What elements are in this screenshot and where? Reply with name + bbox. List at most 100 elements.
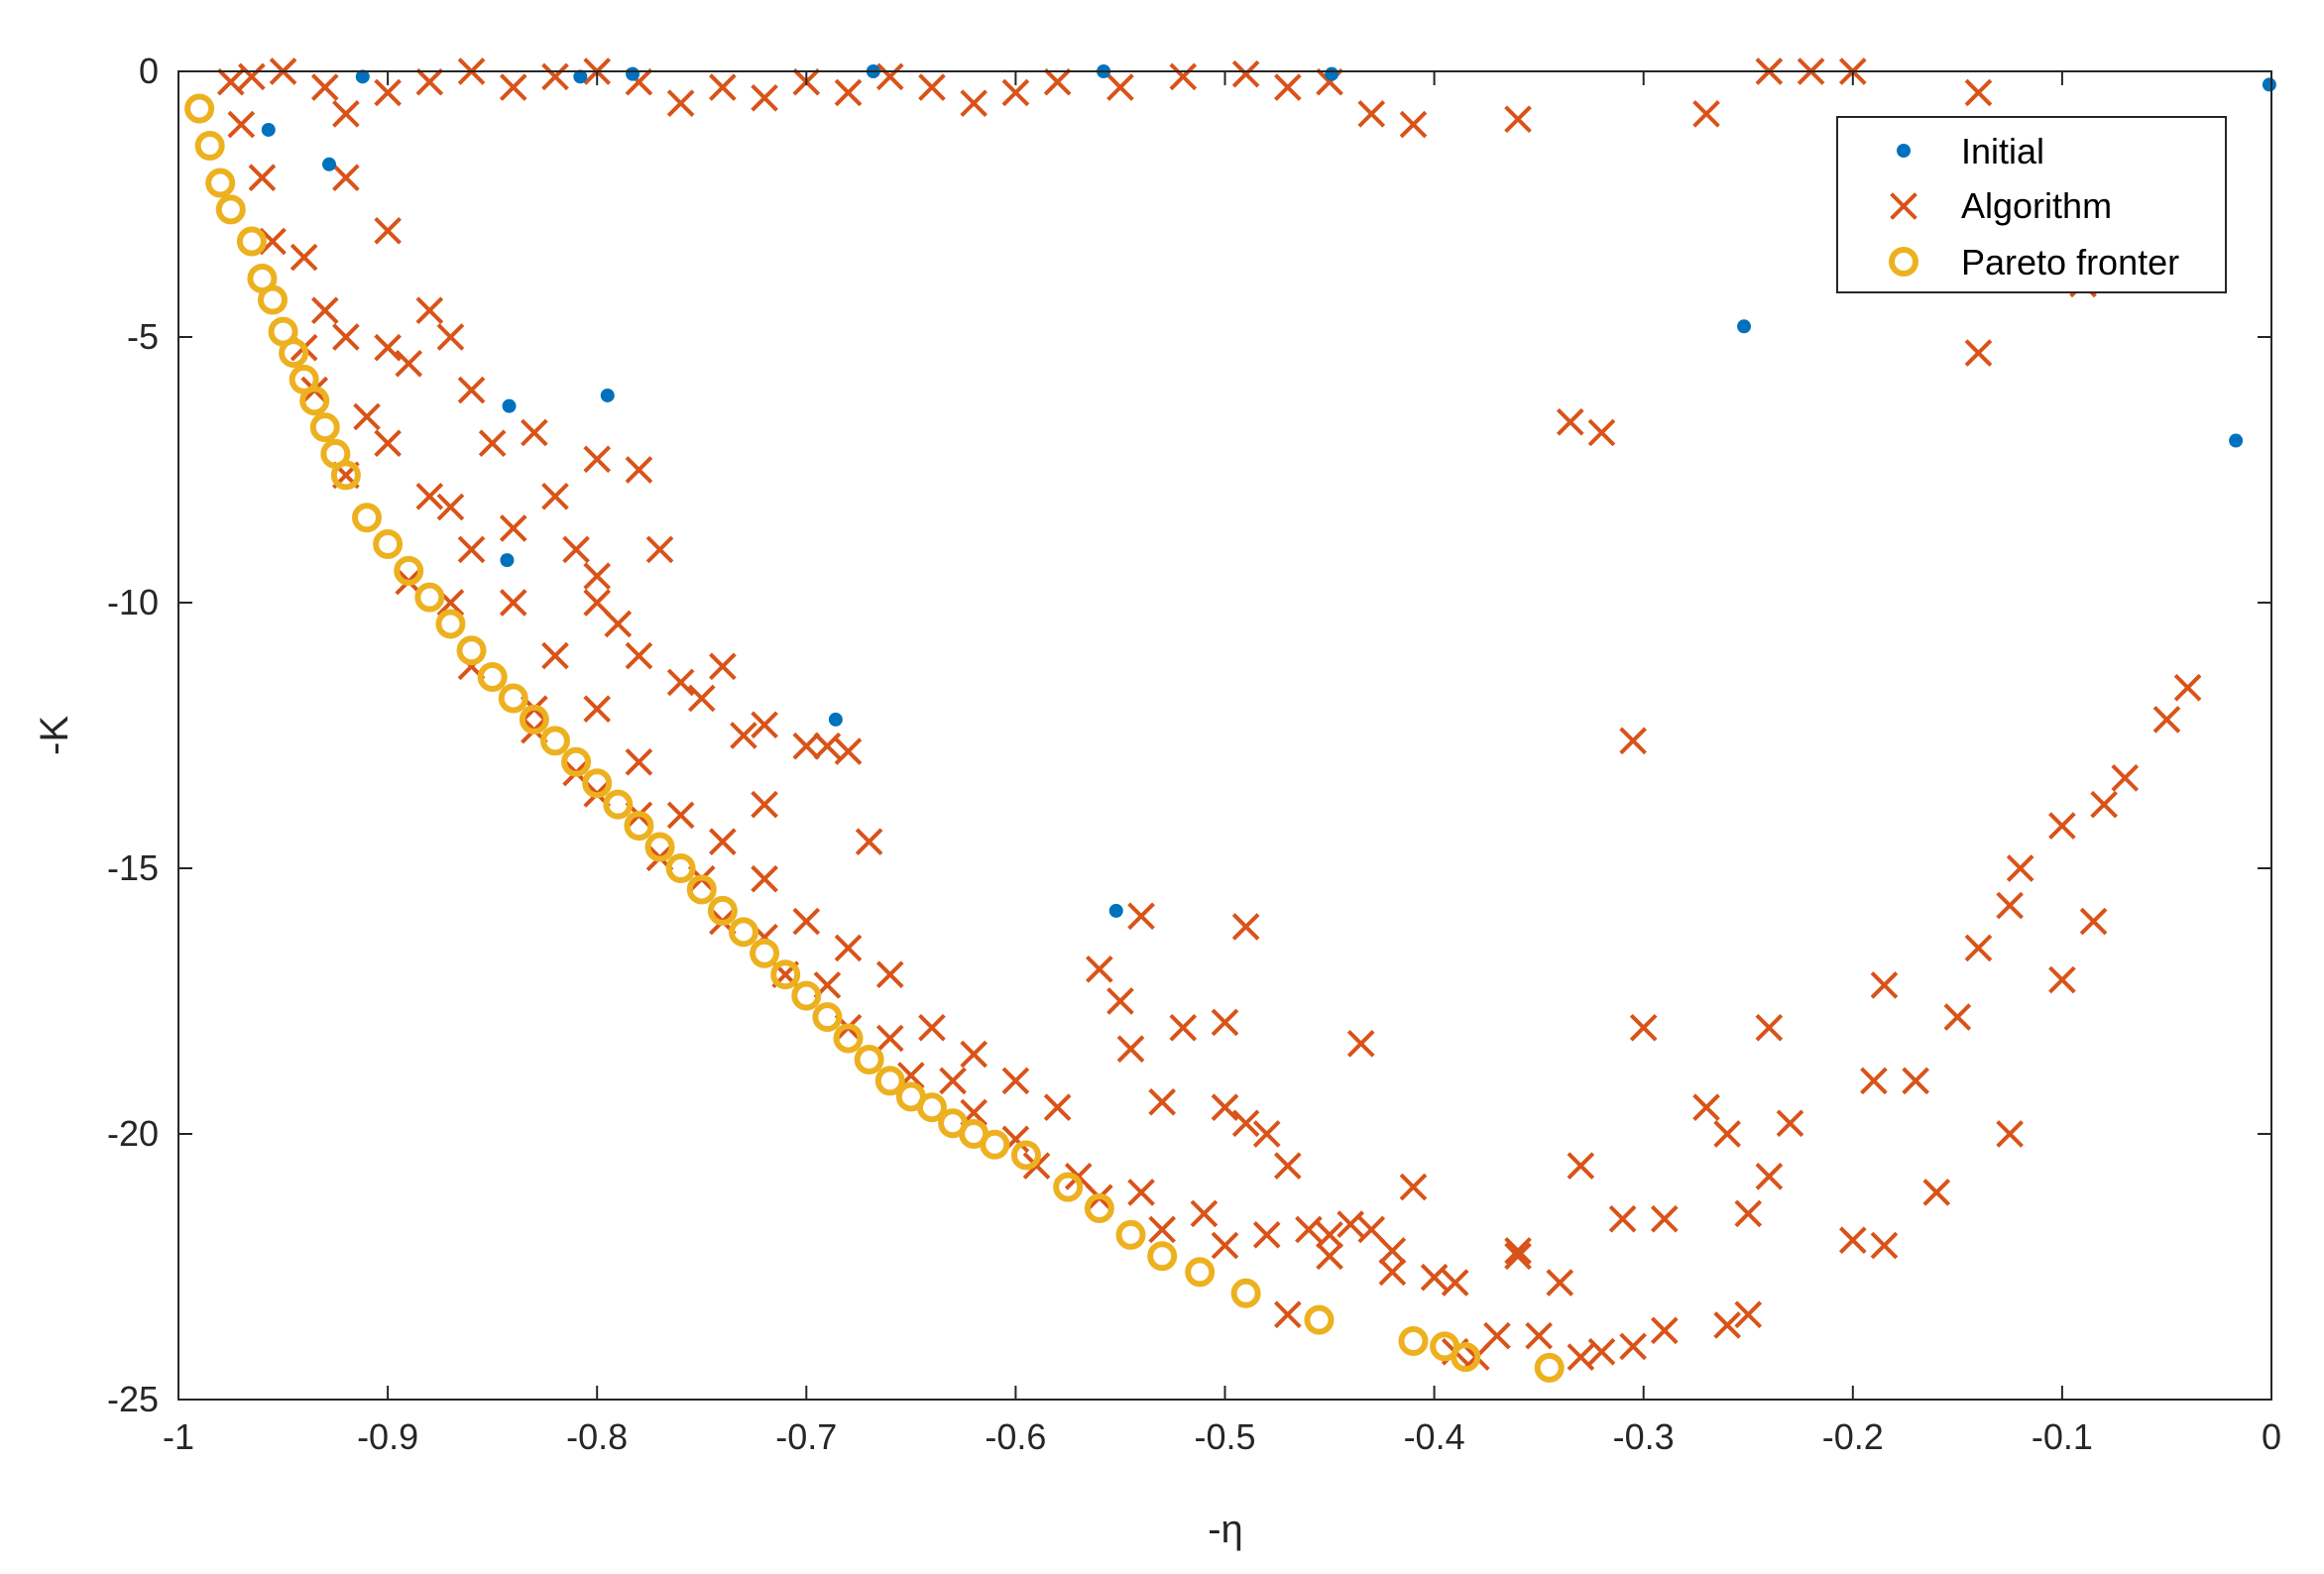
initial-point <box>1325 66 1339 81</box>
algorithm-point <box>875 960 904 989</box>
algorithm-point <box>1567 1152 1595 1180</box>
algorithm-point <box>1169 62 1198 91</box>
y-tick-label: -20 <box>107 1113 159 1154</box>
algorithm-point <box>290 243 318 272</box>
algorithm-point <box>541 482 569 510</box>
x-tick-label: 0 <box>2262 1416 2281 1457</box>
algorithm-point <box>457 376 486 404</box>
algorithm-point <box>625 456 653 484</box>
algorithm-point <box>2090 790 2118 819</box>
series-algorithm <box>216 57 2202 1371</box>
pareto-point <box>770 959 801 990</box>
pareto-point <box>309 412 340 443</box>
initial-point <box>355 69 370 84</box>
pareto-point <box>456 635 487 666</box>
y-tick-label: -10 <box>107 582 159 622</box>
algorithm-point <box>666 801 695 830</box>
initial-point <box>1108 903 1123 918</box>
algorithm-point <box>813 731 842 760</box>
algorithm-point <box>1525 1321 1553 1350</box>
x-tick-label: -0.7 <box>775 1416 837 1457</box>
algorithm-point <box>751 864 778 893</box>
initial-point <box>573 69 588 84</box>
pareto-point <box>624 811 654 842</box>
algorithm-point <box>2173 673 2202 702</box>
algorithm-point <box>1252 1221 1281 1249</box>
initial-point <box>828 712 843 727</box>
algorithm-point <box>1127 902 1155 931</box>
algorithm-point <box>939 1067 967 1095</box>
pareto-point <box>215 194 246 225</box>
algorithm-point <box>1755 1163 1784 1190</box>
algorithm-point <box>1420 1263 1449 1292</box>
algorithm-point <box>238 62 266 91</box>
x-tick-label: -0.4 <box>1404 1416 1465 1457</box>
pareto-point <box>205 168 236 198</box>
algorithm-point <box>1346 1030 1375 1058</box>
pareto-point <box>1084 1193 1114 1224</box>
algorithm-point <box>1692 100 1720 128</box>
algorithm-point <box>1043 1093 1072 1122</box>
pareto-point <box>194 131 225 162</box>
algorithm-point <box>855 828 883 856</box>
algorithm-point <box>1546 1269 1574 1296</box>
algorithm-point <box>499 73 527 101</box>
algorithm-point <box>1870 971 1899 999</box>
algorithm-point <box>1231 59 1260 88</box>
algorithm-point <box>1713 1311 1741 1339</box>
algorithm-point <box>625 641 653 670</box>
algorithm-point <box>1567 1343 1595 1371</box>
pareto-point <box>1230 1278 1261 1308</box>
algorithm-point <box>2006 854 2034 882</box>
algorithm-point <box>1504 1237 1532 1265</box>
pareto-point <box>665 853 696 883</box>
algorithm-point <box>1274 73 1302 101</box>
algorithm-point <box>1148 1215 1176 1244</box>
algorithm-point <box>687 684 716 713</box>
pareto-point <box>707 895 738 926</box>
algorithm-point <box>960 89 988 117</box>
pareto-point <box>1398 1326 1429 1357</box>
algorithm-point <box>499 589 527 617</box>
pareto-point <box>539 726 570 756</box>
x-tick-label: -0.2 <box>1822 1416 1884 1457</box>
pareto-point <box>435 609 466 639</box>
algorithm-point <box>1692 1093 1720 1122</box>
algorithm-point <box>834 78 863 107</box>
pareto-point <box>414 582 445 613</box>
algorithm-point <box>1922 1179 1951 1206</box>
algorithm-point <box>310 296 339 325</box>
pareto-point <box>519 704 549 734</box>
pareto-point <box>750 938 780 968</box>
algorithm-point <box>1587 418 1616 447</box>
legend-label-initial: Initial <box>1961 131 2044 171</box>
algorithm-point <box>604 610 633 638</box>
algorithm-point <box>1860 1067 1888 1095</box>
pareto-point <box>916 1092 947 1123</box>
algorithm-point <box>1378 1258 1407 1287</box>
algorithm-point <box>1086 956 1113 983</box>
algorithm-point <box>1357 100 1386 128</box>
algorithm-point <box>1001 1067 1030 1095</box>
algorithm-point <box>1504 1242 1532 1271</box>
pareto-point <box>1053 1172 1084 1202</box>
algorithm-point <box>1231 1109 1260 1138</box>
initial-point <box>2229 433 2244 448</box>
pareto-point <box>833 1023 864 1054</box>
algorithm-point <box>1336 1210 1364 1238</box>
algorithm-point <box>583 562 612 591</box>
legend-label-algorithm: Algorithm <box>1961 185 2112 226</box>
algorithm-point <box>666 89 695 117</box>
algorithm-point <box>1650 1204 1679 1233</box>
algorithm-point <box>415 67 444 96</box>
y-tick-label: -5 <box>127 316 159 357</box>
pareto-point <box>299 386 330 416</box>
algorithm-point <box>583 445 612 474</box>
pareto-point <box>874 1066 905 1096</box>
algorithm-point <box>436 323 465 351</box>
algorithm-point <box>1755 1013 1784 1042</box>
algorithm-point <box>2152 706 2181 733</box>
algorithm-point <box>395 349 423 378</box>
pareto-point <box>582 768 613 799</box>
algorithm-point <box>332 100 360 128</box>
